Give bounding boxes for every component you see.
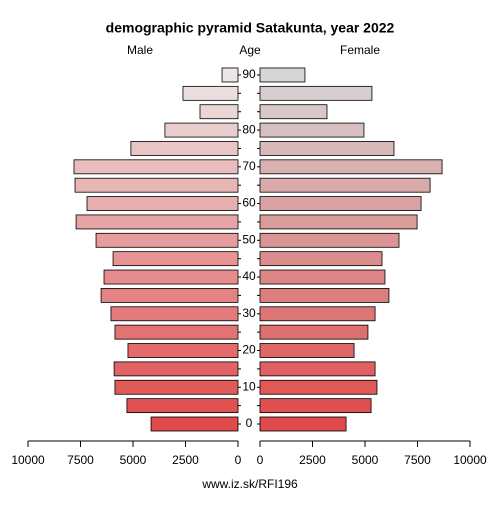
x-tick-label: 2500 bbox=[299, 453, 326, 467]
age-label: Age bbox=[239, 43, 261, 57]
female-label: Female bbox=[340, 43, 380, 57]
bar bbox=[75, 214, 239, 230]
bar bbox=[126, 398, 239, 414]
age-label: 0 bbox=[246, 416, 253, 430]
age-label: 70 bbox=[242, 159, 256, 173]
age-label: 60 bbox=[242, 196, 256, 210]
bar bbox=[259, 67, 306, 83]
age-label: 10 bbox=[242, 379, 256, 393]
bar bbox=[113, 361, 239, 377]
bar bbox=[259, 214, 418, 230]
bar bbox=[103, 269, 239, 285]
bar bbox=[259, 416, 347, 432]
bar bbox=[259, 122, 365, 138]
x-tick-label: 0 bbox=[257, 453, 264, 467]
bar bbox=[259, 269, 386, 285]
bar bbox=[259, 196, 422, 211]
bar bbox=[259, 306, 376, 322]
bar bbox=[114, 324, 239, 340]
bar bbox=[130, 141, 239, 156]
bar bbox=[259, 288, 390, 303]
bar bbox=[259, 85, 373, 101]
bar bbox=[259, 398, 372, 414]
age-label: 50 bbox=[242, 232, 256, 246]
bar bbox=[259, 324, 369, 340]
bar bbox=[259, 177, 431, 193]
bar bbox=[259, 104, 328, 120]
age-label: 40 bbox=[242, 269, 256, 283]
bar bbox=[259, 343, 355, 358]
chart-title: demographic pyramid Satakunta, year 2022 bbox=[106, 20, 395, 36]
x-tick-label: 7500 bbox=[67, 453, 94, 467]
bar bbox=[182, 85, 239, 101]
bar bbox=[259, 379, 378, 395]
male-label: Male bbox=[127, 43, 153, 57]
bar bbox=[259, 159, 443, 175]
bar bbox=[110, 306, 239, 322]
bar bbox=[259, 361, 376, 377]
x-tick-label: 5000 bbox=[352, 453, 379, 467]
bar bbox=[100, 288, 239, 303]
bar bbox=[73, 159, 239, 175]
age-label: 80 bbox=[242, 122, 256, 136]
bar bbox=[127, 343, 239, 358]
bar bbox=[95, 232, 239, 248]
bar bbox=[259, 141, 395, 156]
x-tick-label: 10000 bbox=[453, 453, 487, 467]
x-tick-label: 10000 bbox=[11, 453, 45, 467]
x-tick-label: 5000 bbox=[120, 453, 147, 467]
source: www.iz.sk/RFI196 bbox=[201, 477, 298, 491]
bar bbox=[199, 104, 239, 120]
x-tick-label: 0 bbox=[235, 453, 242, 467]
age-label: 20 bbox=[242, 343, 256, 357]
age-label: 90 bbox=[242, 67, 256, 81]
x-tick-label: 2500 bbox=[172, 453, 199, 467]
bar bbox=[150, 416, 239, 432]
bar bbox=[164, 122, 239, 138]
bar bbox=[221, 67, 239, 83]
bar bbox=[259, 232, 400, 248]
bar bbox=[114, 379, 239, 395]
bar bbox=[259, 251, 383, 267]
age-label: 30 bbox=[242, 306, 256, 320]
bar bbox=[86, 196, 239, 211]
bar bbox=[74, 177, 239, 193]
x-tick-label: 7500 bbox=[404, 453, 431, 467]
bar bbox=[112, 251, 239, 267]
